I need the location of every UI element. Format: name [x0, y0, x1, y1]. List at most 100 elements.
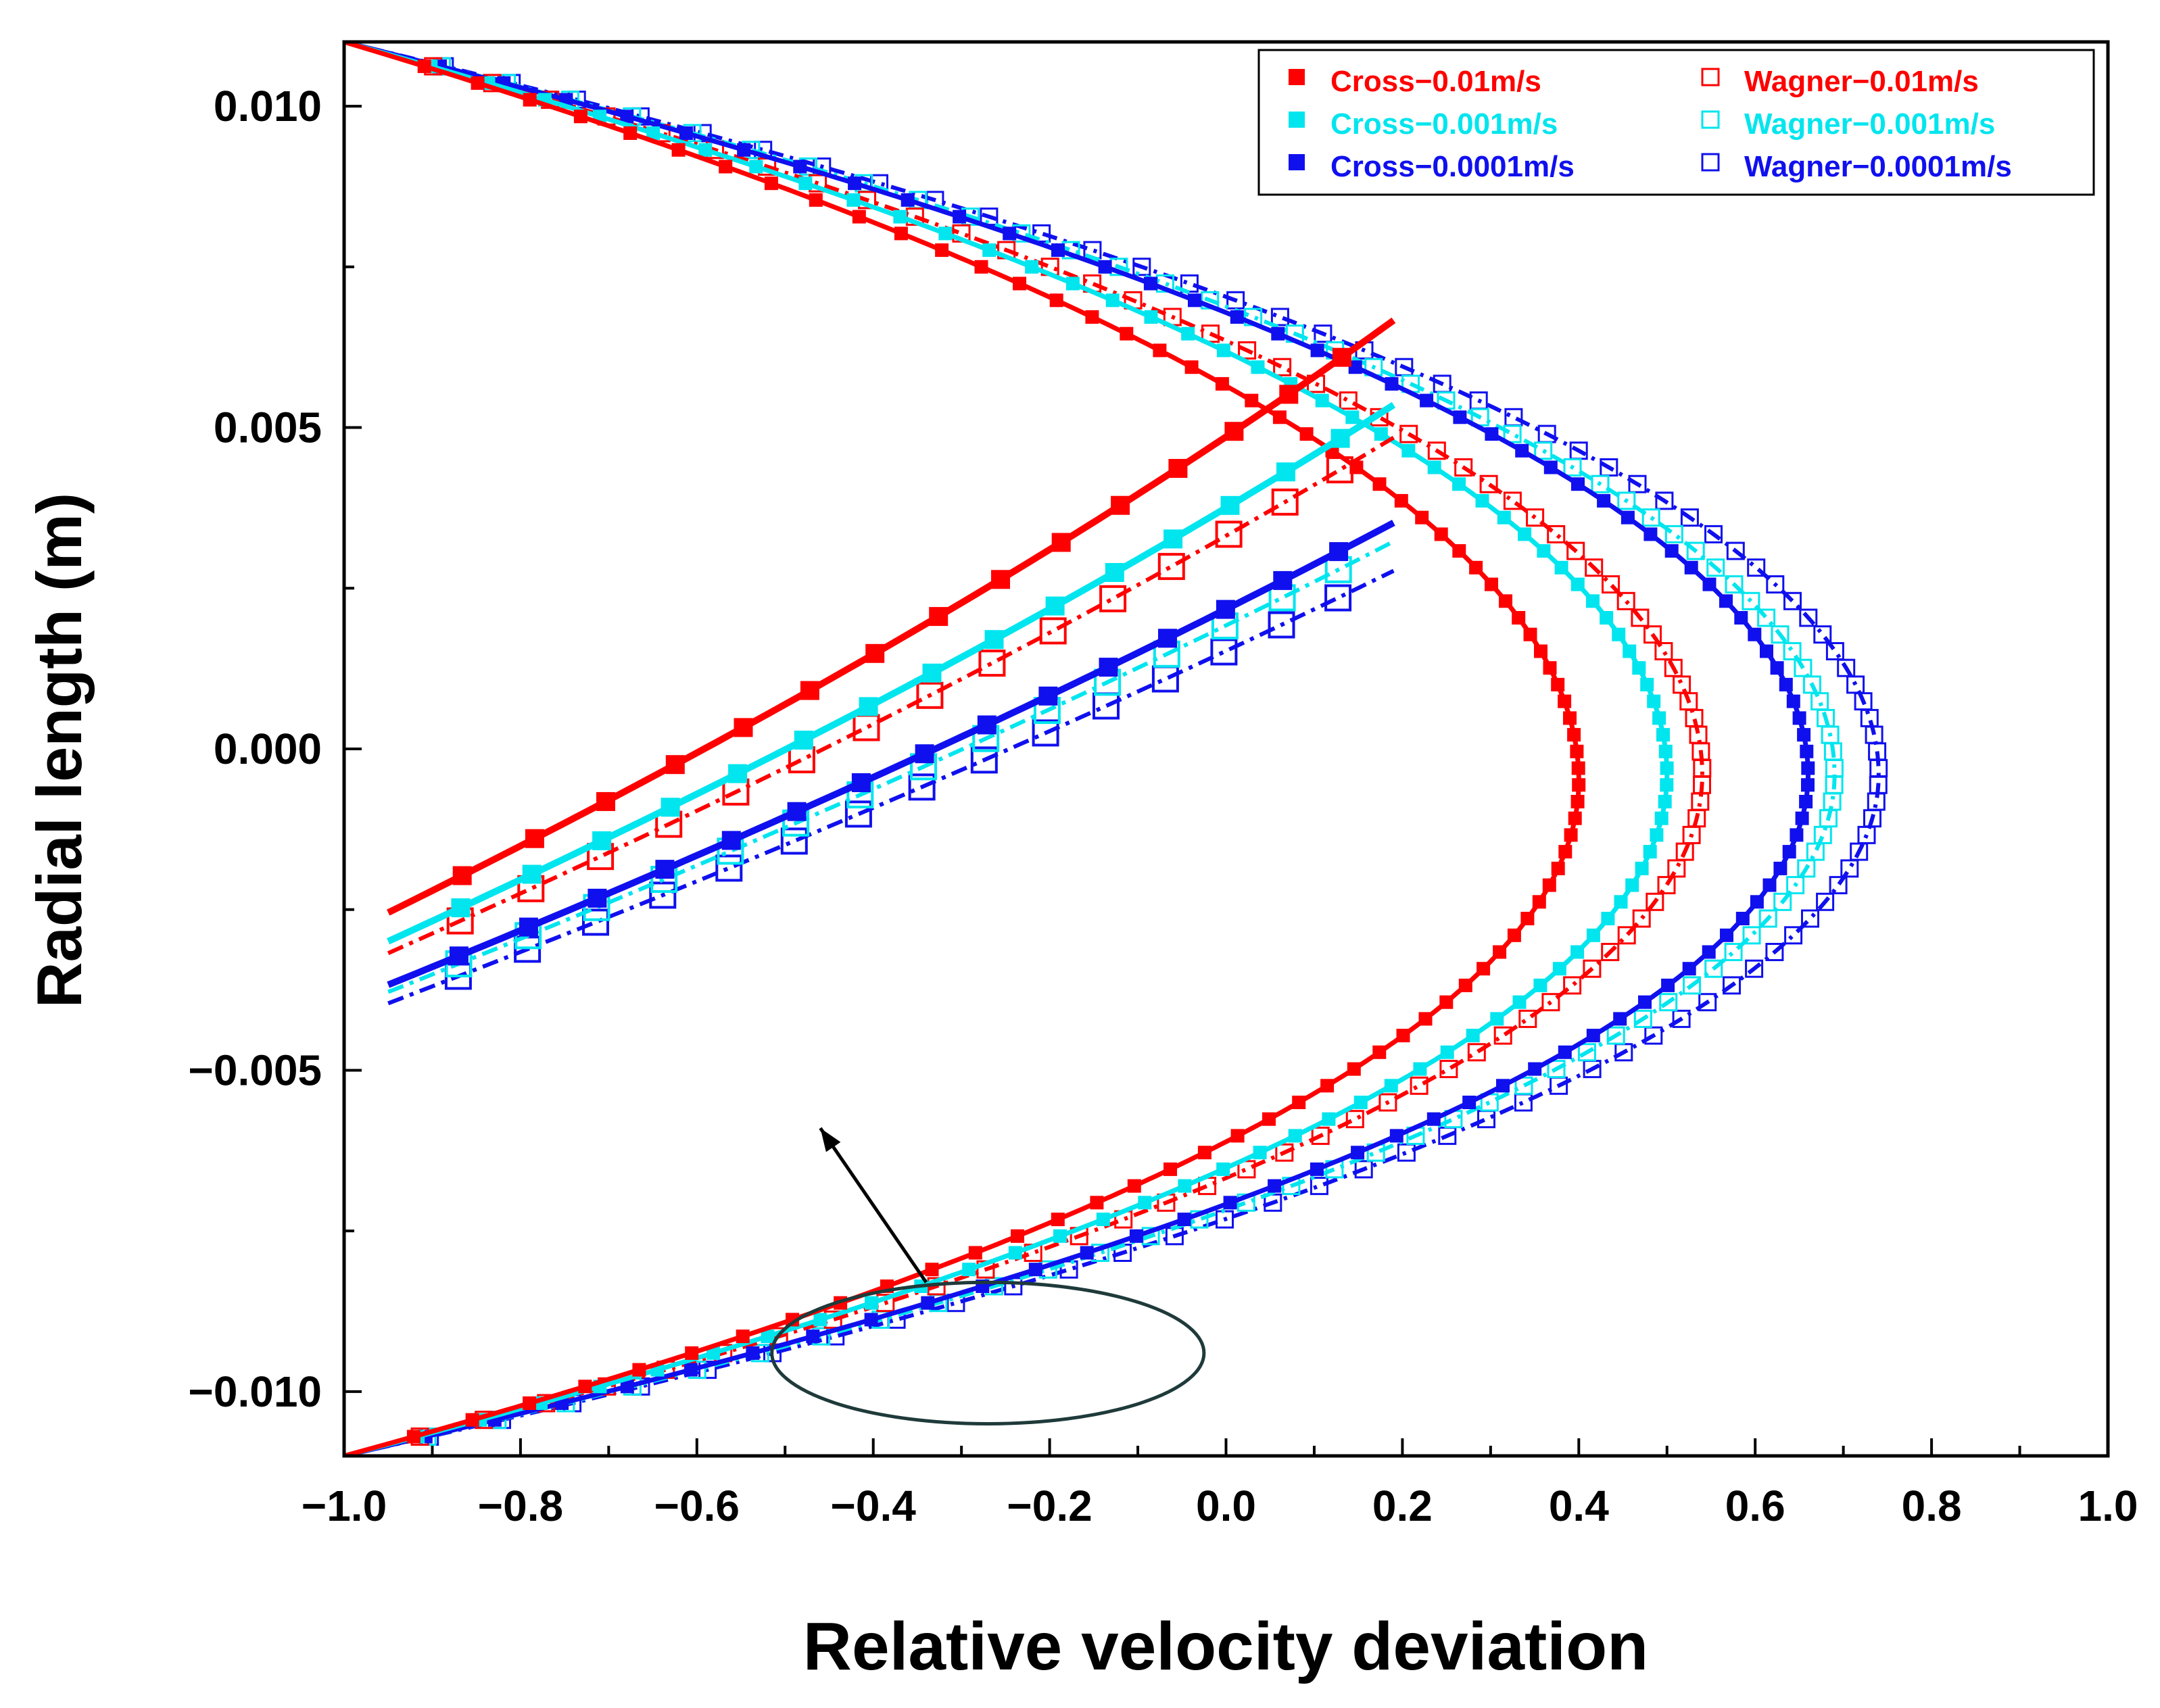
data-point — [1654, 642, 1673, 660]
data-point — [761, 1329, 775, 1344]
data-point — [1534, 644, 1547, 658]
data-point — [1658, 795, 1672, 808]
data-point — [1786, 876, 1805, 895]
legend-label: Wagner−0.001m/s — [1744, 107, 1995, 141]
data-point — [1515, 443, 1529, 458]
data-point — [1216, 1162, 1230, 1176]
data-point — [1656, 728, 1670, 742]
x-tick-label: −0.2 — [1007, 1482, 1092, 1530]
data-point — [1647, 694, 1661, 708]
data-point — [1837, 658, 1856, 677]
data-point — [1452, 544, 1466, 558]
inset-data-point — [844, 800, 872, 828]
data-point — [1735, 912, 1750, 925]
data-point — [1372, 477, 1387, 491]
data-point — [523, 93, 537, 107]
inset-data-point — [1210, 638, 1238, 666]
data-point — [1563, 458, 1582, 477]
inset-data-point — [1151, 665, 1179, 693]
data-point — [1782, 845, 1796, 859]
legend-label: Cross−0.0001m/s — [1330, 150, 1575, 183]
inset-series-line — [387, 539, 1395, 994]
data-point — [1643, 625, 1662, 644]
data-point — [1245, 393, 1259, 408]
data-point — [1586, 1029, 1600, 1043]
data-point — [1771, 625, 1790, 644]
data-point — [685, 1346, 699, 1360]
inset-data-point — [865, 643, 885, 663]
data-point — [1397, 1143, 1416, 1162]
data-point — [1440, 1045, 1454, 1059]
data-point — [1273, 358, 1292, 376]
data-point — [1734, 611, 1748, 625]
data-point — [1570, 795, 1585, 808]
data-point — [1389, 1129, 1403, 1143]
y-tick-label: −0.005 — [188, 1046, 322, 1094]
inset-data-point — [787, 802, 807, 821]
data-point — [1723, 976, 1741, 995]
inset-data-point — [655, 860, 675, 879]
data-point — [1053, 1229, 1067, 1243]
data-point — [1011, 1229, 1024, 1243]
data-point — [1784, 926, 1803, 945]
x-tick-label: 0.2 — [1372, 1482, 1433, 1530]
data-point — [1454, 458, 1473, 477]
inset-zoom — [386, 317, 1396, 1006]
data-point — [1345, 410, 1360, 424]
data-point — [646, 126, 661, 140]
data-point — [1846, 675, 1865, 694]
data-point — [1632, 909, 1651, 928]
data-point — [852, 210, 866, 224]
data-point — [1065, 276, 1080, 291]
data-point — [1600, 611, 1614, 625]
inset-data-point — [1038, 686, 1058, 706]
inset-data-point — [1051, 533, 1071, 552]
data-point — [1800, 744, 1814, 758]
data-point — [1757, 608, 1776, 627]
data-point — [1096, 1213, 1110, 1227]
inset-data-point — [1158, 629, 1177, 648]
data-point — [1543, 661, 1557, 675]
legend-label: Cross−0.001m/s — [1330, 107, 1558, 141]
data-point — [1541, 993, 1560, 1012]
data-point — [968, 1246, 982, 1260]
data-point — [1801, 778, 1815, 792]
data-point — [1223, 1196, 1237, 1210]
data-point — [809, 193, 823, 207]
data-point — [1520, 912, 1535, 925]
data-point — [1792, 711, 1806, 725]
inset-data-point — [1329, 542, 1349, 562]
data-point — [1742, 926, 1761, 945]
arrow-head — [820, 1128, 841, 1152]
data-point — [901, 193, 915, 207]
data-point — [764, 176, 778, 191]
data-point — [1766, 575, 1785, 594]
data-point — [1840, 859, 1859, 878]
data-point — [1570, 945, 1585, 959]
data-point — [848, 176, 862, 191]
data-point — [1354, 1160, 1373, 1179]
data-point — [1547, 1060, 1566, 1079]
data-point — [1801, 761, 1815, 775]
inset-data-point — [1271, 488, 1299, 516]
legend-marker — [1289, 69, 1305, 85]
data-point — [1702, 577, 1717, 591]
inset-data-point — [859, 697, 878, 716]
inset-data-point — [922, 663, 942, 683]
data-point — [1512, 995, 1527, 1009]
data-point — [1299, 427, 1314, 441]
data-point — [1467, 1043, 1486, 1062]
inset-data-point — [851, 773, 871, 792]
inset-data-point — [1105, 563, 1124, 582]
data-point — [1499, 594, 1512, 608]
data-point — [893, 210, 907, 224]
data-point — [1418, 1012, 1433, 1026]
data-point — [1523, 627, 1537, 641]
data-point — [1658, 744, 1673, 758]
inset-data-point — [978, 650, 1006, 677]
data-point — [1518, 1009, 1537, 1028]
inset-series-line — [387, 519, 1395, 988]
data-point — [1420, 393, 1434, 408]
data-point — [406, 1430, 421, 1444]
